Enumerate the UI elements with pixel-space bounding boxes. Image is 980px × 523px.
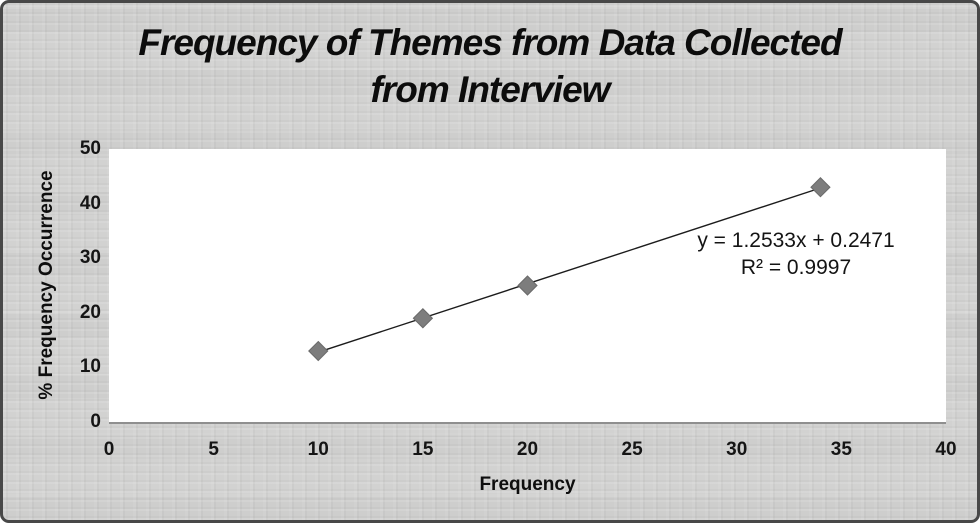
- x-tick-label: 15: [412, 439, 434, 460]
- data-point-marker: [810, 177, 831, 198]
- x-axis-title: Frequency: [479, 474, 576, 495]
- x-tick-label: 10: [307, 439, 329, 460]
- y-tick-label: 10: [79, 356, 101, 378]
- chart-title-line1: Frequency of Themes from Data Collected: [138, 22, 842, 63]
- trendline: [318, 187, 821, 353]
- y-tick-label: 20: [79, 301, 101, 323]
- y-tick-label: 40: [79, 192, 101, 214]
- x-tick-label: 25: [621, 439, 643, 460]
- trendline-equation: y = 1.2533x + 0.2471: [697, 229, 895, 252]
- x-tick-label: 20: [516, 439, 539, 460]
- plot-area: [109, 149, 946, 424]
- x-tick-label: 40: [935, 439, 957, 460]
- trendline-annotation: y = 1.2533x + 0.2471 R² = 0.9997: [656, 227, 936, 281]
- chart-canvas: [308, 177, 831, 362]
- trendline-r-squared: R² = 0.9997: [740, 256, 852, 279]
- y-tick-label: 0: [90, 411, 101, 432]
- chart-title-line2: from Interview: [370, 69, 611, 110]
- x-tick-label: 5: [208, 439, 219, 460]
- x-tick-label: 30: [726, 439, 748, 460]
- data-point-marker: [517, 275, 538, 296]
- y-tick-label: 30: [79, 247, 101, 269]
- data-point-marker: [308, 340, 329, 362]
- data-point-marker: [412, 308, 434, 329]
- x-tick-label: 35: [830, 439, 852, 460]
- y-axis-title: % Frequency Occurrence: [36, 170, 57, 400]
- x-tick-label: 0: [103, 439, 115, 460]
- y-tick-label: 50: [79, 138, 101, 159]
- chart-title: Frequency of Themes from Data Collected …: [3, 19, 977, 113]
